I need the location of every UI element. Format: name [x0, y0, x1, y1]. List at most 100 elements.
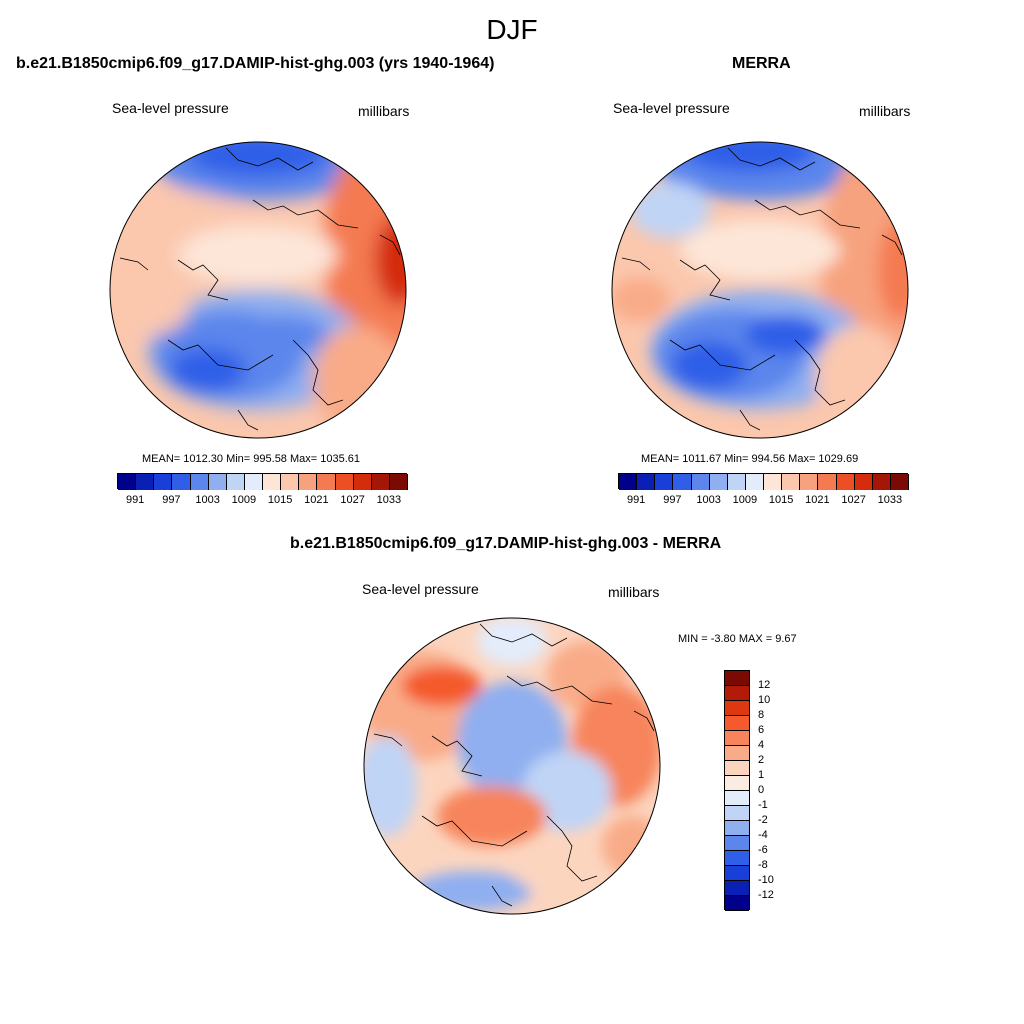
colorbar-tick-label: 1 — [758, 769, 765, 781]
colorbar-swatch — [244, 474, 263, 490]
colorbar-tick-label: -10 — [758, 874, 774, 886]
colorbar-tick-label: 1003 — [696, 494, 721, 506]
colorbar-swatch — [389, 474, 408, 490]
colorbar-swatch — [725, 746, 749, 761]
colorbar-tick-label: 1027 — [340, 494, 365, 506]
colorbar-swatch — [172, 474, 191, 490]
colorbar-tick-label: 8 — [758, 709, 765, 721]
colorbar-swatch — [190, 474, 209, 490]
panel2-stats: MEAN= 1011.67 Min= 994.56 Max= 1029.69 — [641, 453, 859, 465]
colorbar-swatch — [655, 474, 674, 490]
panel3-units-label: millibars — [608, 584, 660, 600]
colorbar-swatch — [800, 474, 819, 490]
colorbar-swatch — [782, 474, 801, 490]
colorbar-tick-label: 10 — [758, 694, 771, 706]
colorbar-tick-label: 2 — [758, 754, 765, 766]
colorbar-swatch — [154, 474, 173, 490]
colorbar-tick-label: 4 — [758, 739, 765, 751]
colorbar-tick-label: -8 — [758, 859, 768, 871]
colorbar-swatch — [226, 474, 245, 490]
colorbar-swatch — [335, 474, 354, 490]
colorbar-tick-label: 997 — [663, 494, 682, 506]
panel1-colorbar — [117, 473, 408, 490]
colorbar-tick-label: 1003 — [195, 494, 220, 506]
colorbar-swatch — [299, 474, 318, 490]
colorbar-swatch — [725, 731, 749, 746]
colorbar-tick-label: 991 — [626, 494, 646, 506]
colorbar-tick-label: 0 — [758, 784, 765, 796]
colorbar-swatch — [208, 474, 227, 490]
colorbar-tick-label: -12 — [758, 889, 774, 901]
panel3-stats: MIN = -3.80 MAX = 9.67 — [678, 633, 797, 645]
colorbar-swatch — [673, 474, 692, 490]
colorbar-swatch — [727, 474, 746, 490]
colorbar-swatch — [725, 791, 749, 806]
panel3-colorbar-ticks: 12 10 8 6 4 2 1 0 -1 -2 -4 -6 -8 -10 -12 — [756, 670, 796, 910]
panel1-colorbar-ticks: 991 997 1003 1009 1015 1021 1027 1033 — [117, 494, 407, 508]
colorbar-tick-label: 1033 — [877, 494, 903, 506]
colorbar-tick-label: 1009 — [231, 494, 257, 506]
colorbar-swatch — [872, 474, 891, 490]
panel1-variable-label: Sea-level pressure — [112, 100, 229, 116]
colorbar-swatch — [745, 474, 764, 490]
colorbar-swatch — [725, 836, 749, 851]
panel2-variable-label: Sea-level pressure — [613, 100, 730, 116]
colorbar-swatch — [764, 474, 783, 490]
panel2-colorbar — [618, 473, 909, 490]
colorbar-tick-label: 1021 — [805, 494, 830, 506]
panel2-title: MERRA — [732, 55, 791, 72]
panel1-title: b.e21.B1850cmip6.f09_g17.DAMIP-hist-ghg.… — [16, 55, 495, 72]
colorbar-swatch — [725, 821, 749, 836]
colorbar-tick-label: 1015 — [768, 494, 794, 506]
panel3-polar-difference-map — [363, 617, 661, 915]
panel1-polar-map — [109, 141, 407, 439]
colorbar-swatch — [118, 474, 137, 490]
colorbar-tick-label: 1015 — [267, 494, 293, 506]
colorbar-tick-label: 1009 — [732, 494, 758, 506]
colorbar-tick-label: 12 — [758, 679, 771, 691]
colorbar-tick-label: 1033 — [376, 494, 402, 506]
colorbar-swatch — [725, 806, 749, 821]
panel2-colorbar-ticks: 991 997 1003 1009 1015 1021 1027 1033 — [618, 494, 908, 508]
colorbar-tick-label: 6 — [758, 724, 765, 736]
colorbar-swatch — [836, 474, 855, 490]
colorbar-tick-label: 1027 — [841, 494, 866, 506]
colorbar-swatch — [263, 474, 282, 490]
panel1-stats: MEAN= 1012.30 Min= 995.58 Max= 1035.61 — [142, 453, 361, 465]
colorbar-swatch — [353, 474, 372, 490]
panel3-title: b.e21.B1850cmip6.f09_g17.DAMIP-hist-ghg.… — [290, 535, 722, 552]
colorbar-swatch — [281, 474, 300, 490]
colorbar-swatch — [317, 474, 336, 490]
colorbar-swatch — [725, 881, 749, 896]
panel3-vertical-colorbar — [724, 670, 750, 911]
colorbar-tick-label: 991 — [125, 494, 145, 506]
main-title: DJF — [486, 14, 538, 45]
colorbar-tick-label: 1021 — [304, 494, 329, 506]
colorbar-swatch — [709, 474, 728, 490]
colorbar-swatch — [725, 851, 749, 866]
colorbar-swatch — [725, 701, 749, 716]
colorbar-swatch — [725, 716, 749, 731]
colorbar-swatch — [725, 686, 749, 701]
colorbar-swatch — [818, 474, 837, 490]
panel2-polar-map — [611, 141, 909, 439]
colorbar-swatch — [691, 474, 710, 490]
colorbar-tick-label: -4 — [758, 829, 768, 841]
colorbar-tick-label: 997 — [162, 494, 181, 506]
panel1-units-label: millibars — [358, 103, 410, 119]
colorbar-swatch — [725, 761, 749, 776]
colorbar-swatch — [725, 896, 749, 911]
colorbar-tick-label: -6 — [758, 844, 768, 856]
colorbar-swatch — [371, 474, 390, 490]
colorbar-swatch — [854, 474, 873, 490]
colorbar-swatch — [637, 474, 656, 490]
colorbar-swatch — [725, 776, 749, 791]
colorbar-tick-label: -1 — [758, 799, 768, 811]
colorbar-swatch — [136, 474, 155, 490]
colorbar-swatch — [725, 671, 749, 686]
colorbar-swatch — [619, 474, 638, 490]
colorbar-swatch — [890, 474, 909, 490]
panel3-variable-label: Sea-level pressure — [362, 581, 479, 597]
panel2-units-label: millibars — [859, 103, 911, 119]
colorbar-tick-label: -2 — [758, 814, 768, 826]
